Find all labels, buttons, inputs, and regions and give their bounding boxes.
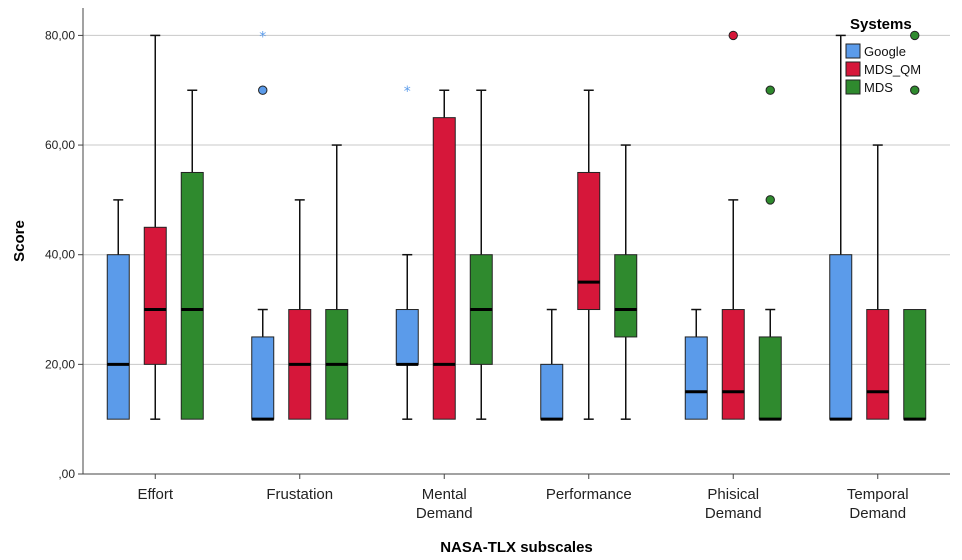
box-mds — [469, 89, 493, 420]
y-tick-label: 40,00 — [45, 248, 75, 262]
x-category-label: Demand — [416, 505, 473, 522]
box-mds — [180, 89, 204, 420]
x-category-label: Demand — [705, 505, 762, 522]
outlier-point — [765, 85, 775, 95]
x-category-label: Performance — [546, 486, 632, 503]
box-mds-qm — [721, 30, 745, 420]
extreme-point: * — [404, 84, 411, 100]
outlier-point — [728, 30, 738, 41]
box-google — [540, 308, 564, 421]
legend-label: MDS — [864, 80, 893, 95]
y-tick-label: 20,00 — [45, 357, 75, 371]
legend-swatch — [845, 43, 861, 59]
x-category-label: Phisical — [707, 486, 759, 503]
box-rect — [577, 171, 601, 311]
box-rect — [866, 309, 890, 420]
x-category-label: Demand — [849, 505, 906, 522]
box-mds-qm — [432, 89, 456, 420]
box-rect — [106, 254, 130, 420]
outlier-point — [258, 85, 268, 95]
extreme-point: * — [259, 29, 266, 45]
y-tick-label: 80,00 — [45, 28, 75, 42]
legend-label: MDS_QM — [864, 62, 921, 77]
x-category-label: Effort — [137, 486, 173, 503]
box-mds-qm — [288, 199, 312, 420]
legend-swatch — [845, 79, 861, 95]
box-mds-qm — [577, 89, 601, 420]
box-google — [684, 308, 708, 420]
y-tick-labels: ,00 20,00 40,00 60,00 80,00 — [45, 28, 75, 481]
y-tick-label: ,00 — [58, 467, 75, 481]
legend-title: Systems — [850, 16, 912, 33]
box-rect — [251, 336, 275, 420]
boxes: ** — [106, 29, 927, 421]
box-rect — [758, 336, 782, 420]
x-axis-title: NASA-TLX subscales — [440, 539, 593, 556]
box-mds-qm — [143, 34, 167, 420]
box-rect — [721, 309, 745, 420]
x-category-label: Frustation — [266, 486, 333, 503]
box-rect — [540, 363, 564, 420]
x-category-label: Mental — [422, 486, 467, 503]
box-rect — [903, 309, 927, 420]
legend-swatch — [845, 61, 861, 77]
box-mds-qm — [866, 144, 890, 420]
x-category-labels: Effort Frustation Mental Demand Performance P… — [137, 486, 908, 522]
axes — [78, 8, 950, 479]
legend: Systems Google MDS_QM MDS — [845, 16, 921, 95]
box-google: * — [395, 84, 419, 420]
outlier-point — [910, 30, 920, 41]
legend-label: Google — [864, 44, 906, 59]
box-rect — [180, 171, 204, 420]
box-rect — [143, 226, 167, 365]
box-mds — [614, 144, 638, 420]
outlier-point — [765, 195, 775, 205]
box-mds — [325, 144, 349, 420]
box-mds — [758, 85, 782, 421]
y-tick-label: 60,00 — [45, 138, 75, 152]
outlier-point — [910, 85, 920, 95]
box-mds — [903, 30, 927, 421]
box-rect — [395, 309, 419, 365]
box-rect — [614, 254, 638, 338]
box-google: * — [251, 29, 275, 421]
y-axis-title: Score — [11, 220, 28, 262]
x-category-label: Temporal — [847, 486, 909, 503]
gridlines — [83, 34, 950, 365]
box-rect — [684, 336, 708, 420]
box-rect — [829, 254, 853, 420]
box-google — [106, 199, 130, 420]
box-google — [829, 34, 853, 421]
box-rect — [432, 117, 456, 420]
